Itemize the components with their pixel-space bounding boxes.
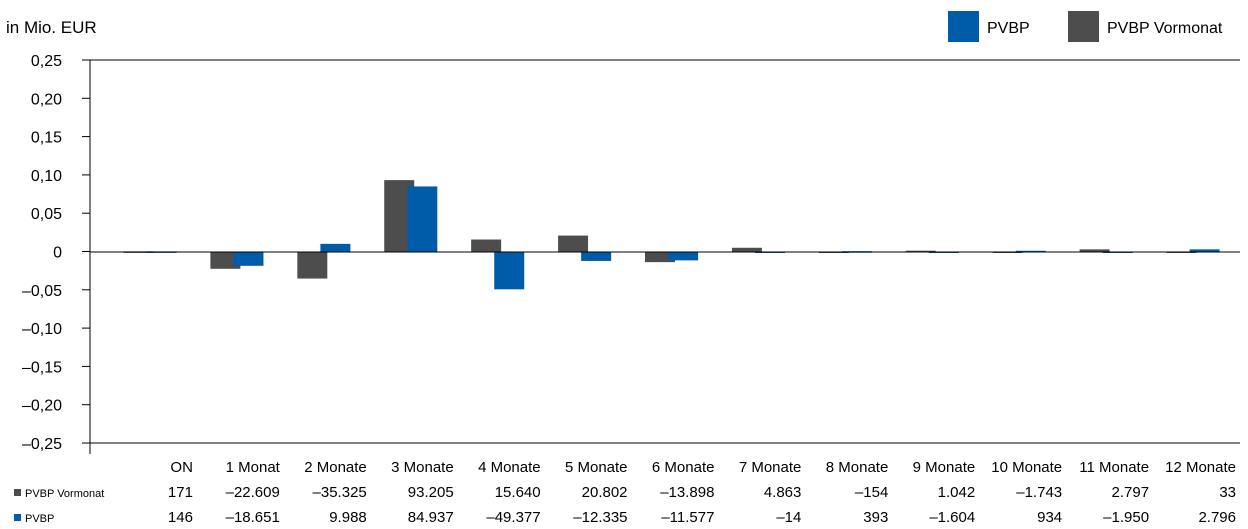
row-swatch-pvbp <box>14 514 21 521</box>
legend-swatch-pvbp <box>948 11 979 42</box>
category-label: ON <box>170 459 193 476</box>
table-value-pvbp: –11.577 <box>661 509 714 526</box>
bar-pvbp <box>407 186 438 252</box>
table-value-pvbp-vormonat: –13.898 <box>660 484 714 501</box>
y-axis: 0,25 0,20 0,15 0,10 0,05 0 –0,05 –0,10 –0,15 –0,2… <box>22 53 90 453</box>
row-label-pvbp: PVBP <box>25 513 54 525</box>
y-tick-label: 0,05 <box>31 206 62 223</box>
table-value-pvbp: 934 <box>1037 509 1062 526</box>
table-value-pvbp-vormonat: –154 <box>855 484 888 501</box>
table-value-pvbp-vormonat: –22.609 <box>226 484 280 501</box>
table-value-pvbp-vormonat: –1.743 <box>1016 484 1062 501</box>
legend-label-pvbp-vormonat: PVBP Vormonat <box>1107 20 1223 37</box>
table-value-pvbp-vormonat: –35.325 <box>313 484 367 501</box>
bar-pvbp-vormonat <box>297 251 328 279</box>
y-tick-label: –0,10 <box>22 321 62 338</box>
bar-pvbp-vormonat <box>645 251 675 263</box>
bars <box>123 180 1220 290</box>
bar-pvbp <box>494 251 525 290</box>
bar-pvbp-vormonat <box>731 247 762 252</box>
table-value-pvbp-vormonat: 33 <box>1219 484 1236 501</box>
table-value-pvbp-vormonat: 171 <box>168 484 193 501</box>
table-value-pvbp: 2.796 <box>1198 509 1236 526</box>
table-value-pvbp: –49.377 <box>486 509 540 526</box>
y-tick-label: –0,25 <box>22 436 62 453</box>
data-table-values: 171 –22.609 –35.325 93.205 15.640 20.802 –13.8… <box>168 484 1236 526</box>
bar-pvbp <box>233 251 264 266</box>
table-value-pvbp-vormonat: 2.797 <box>1112 484 1150 501</box>
y-tick-label: 0 <box>53 245 62 262</box>
legend: PVBP PVBP Vormonat <box>948 11 1223 42</box>
y-tick-label: –0,15 <box>22 359 62 376</box>
bar-pvbp <box>581 251 612 261</box>
row-label-pvbp-vormonat: PVBP Vormonat <box>25 488 104 500</box>
table-value-pvbp: 9.988 <box>329 509 367 526</box>
table-value-pvbp: –14 <box>776 509 801 526</box>
y-tick-label: 0,15 <box>31 130 62 147</box>
table-value-pvbp-vormonat: 20.802 <box>582 484 628 501</box>
table-value-pvbp-vormonat: 1.042 <box>938 484 976 501</box>
table-value-pvbp: 84.937 <box>408 509 454 526</box>
row-swatch-pvbp-vormonat <box>14 489 21 496</box>
table-value-pvbp-vormonat: 93.205 <box>408 484 454 501</box>
bar-pvbp <box>1189 249 1220 252</box>
y-tick-label: –0,20 <box>22 398 62 415</box>
category-label: 9 Monate <box>913 459 976 476</box>
y-tick-label: 0,10 <box>31 168 62 185</box>
y-axis-unit-label: in Mio. EUR <box>6 18 97 37</box>
bar-pvbp <box>668 251 699 261</box>
table-row-labels: PVBP Vormonat PVBP <box>14 488 104 525</box>
legend-swatch-pvbp-vormonat <box>1068 11 1099 42</box>
category-label: 8 Monate <box>826 459 889 476</box>
bar-pvbp-vormonat <box>558 235 589 252</box>
y-tick-label: 0,20 <box>31 91 62 108</box>
table-value-pvbp-vormonat: 4.863 <box>764 484 802 501</box>
bar-pvbp-vormonat <box>1079 249 1110 252</box>
category-label: 7 Monate <box>739 459 802 476</box>
legend-label-pvbp: PVBP <box>987 20 1030 37</box>
bar-pvbp-vormonat <box>905 250 936 253</box>
table-value-pvbp: –12.335 <box>573 509 627 526</box>
category-label: 1 Monat <box>226 459 281 476</box>
category-label: 12 Monate <box>1165 459 1236 476</box>
y-tick-label: –0,05 <box>22 283 62 300</box>
category-label: 11 Monate <box>1079 459 1149 476</box>
category-labels: ON 1 Monat 2 Monate 3 Monate 4 Monate 5 Monat… <box>170 459 1236 476</box>
table-value-pvbp: 393 <box>863 509 888 526</box>
category-label: 10 Monate <box>991 459 1062 476</box>
category-label: 6 Monate <box>652 459 715 476</box>
bar-pvbp-vormonat <box>471 239 502 252</box>
table-value-pvbp: 146 <box>168 509 193 526</box>
table-value-pvbp: –1.604 <box>929 509 975 526</box>
category-label: 5 Monate <box>565 459 628 476</box>
table-value-pvbp-vormonat: 15.640 <box>495 484 541 501</box>
category-label: 4 Monate <box>478 459 541 476</box>
table-value-pvbp: –18.651 <box>226 509 280 526</box>
table-value-pvbp: –1.950 <box>1103 509 1149 526</box>
bar-pvbp <box>320 243 351 252</box>
category-label: 3 Monate <box>391 459 454 476</box>
bar-pvbp-vormonat <box>210 251 241 269</box>
category-label: 2 Monate <box>304 459 367 476</box>
y-tick-label: 0,25 <box>31 53 62 70</box>
